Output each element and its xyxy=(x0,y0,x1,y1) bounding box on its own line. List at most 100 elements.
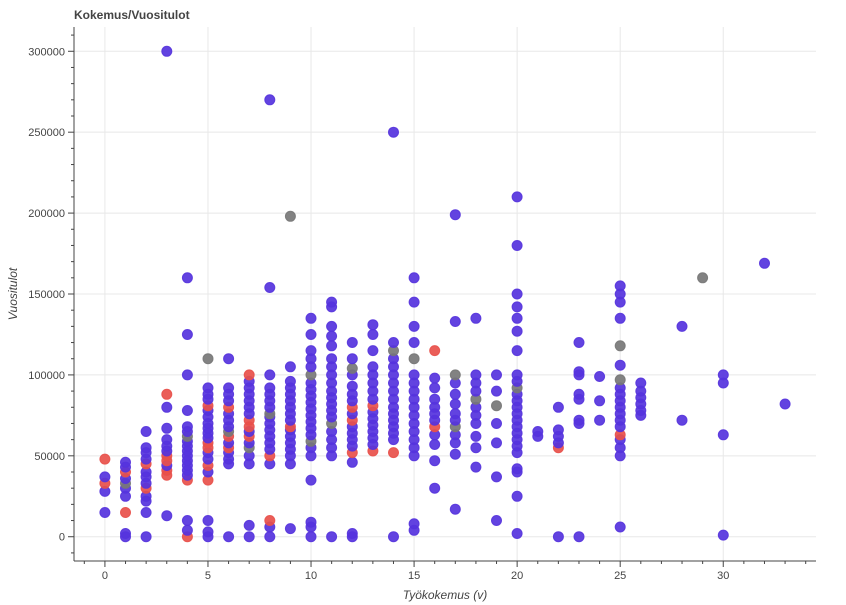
x-tick-label: 10 xyxy=(305,570,317,582)
data-point xyxy=(491,515,502,526)
data-point xyxy=(614,312,626,324)
data-point xyxy=(181,369,193,381)
data-point xyxy=(573,388,585,400)
data-point xyxy=(552,531,564,543)
data-point xyxy=(223,353,235,365)
data-point xyxy=(161,422,173,434)
data-point xyxy=(326,340,338,352)
data-point xyxy=(511,240,523,251)
data-point xyxy=(264,369,276,381)
data-point xyxy=(470,369,482,381)
data-point xyxy=(449,209,461,221)
data-point xyxy=(470,442,482,454)
data-point xyxy=(594,414,606,426)
y-axis-label: Vuositulot xyxy=(6,267,20,320)
data-point xyxy=(140,531,152,543)
data-point xyxy=(305,312,317,324)
data-point xyxy=(470,461,482,473)
data-point xyxy=(779,398,791,410)
data-points xyxy=(99,45,791,543)
axes: 0 5 10 15 20 25 30 0 50000 100000 150000 200000 2500… xyxy=(28,27,816,582)
data-point xyxy=(99,471,111,483)
data-point xyxy=(532,426,544,437)
data-point xyxy=(573,414,585,426)
data-point xyxy=(120,507,131,518)
data-point xyxy=(202,353,214,365)
data-point xyxy=(511,288,523,300)
x-axis-label: Työkokemus (v) xyxy=(403,588,487,602)
data-point xyxy=(573,337,585,348)
data-point xyxy=(491,385,502,397)
data-point xyxy=(223,382,235,394)
y-tick-label: 100000 xyxy=(28,370,65,382)
data-point xyxy=(470,312,482,324)
data-point xyxy=(367,319,379,331)
data-point xyxy=(491,471,502,483)
data-point xyxy=(614,374,626,386)
data-point xyxy=(449,408,461,420)
data-point xyxy=(697,272,709,284)
data-point xyxy=(181,272,193,284)
data-point xyxy=(717,369,729,381)
data-point xyxy=(161,510,173,522)
data-point xyxy=(408,296,420,308)
x-tick-label: 30 xyxy=(717,570,729,582)
data-point xyxy=(284,361,296,373)
data-point xyxy=(759,257,770,269)
data-point xyxy=(449,503,461,515)
data-point xyxy=(264,382,276,394)
data-point xyxy=(552,424,564,436)
data-point xyxy=(449,369,461,381)
x-tick-label: 5 xyxy=(205,570,211,582)
data-point xyxy=(511,369,523,381)
y-tick-label: 50000 xyxy=(34,451,65,463)
data-point xyxy=(284,523,296,535)
data-point xyxy=(181,421,193,433)
data-point xyxy=(264,282,276,293)
data-point xyxy=(326,296,338,308)
data-point xyxy=(202,526,214,538)
data-point xyxy=(614,359,626,371)
data-point xyxy=(491,437,502,449)
data-point xyxy=(181,515,193,526)
data-point xyxy=(264,531,276,543)
data-point xyxy=(511,301,523,313)
data-point xyxy=(511,490,523,502)
data-point xyxy=(99,507,111,518)
data-point xyxy=(346,456,358,468)
data-point xyxy=(614,340,626,352)
data-point xyxy=(202,515,214,526)
data-point xyxy=(429,482,441,494)
data-point xyxy=(305,516,317,528)
data-point xyxy=(388,531,399,543)
data-point xyxy=(408,272,420,284)
x-tick-label: 0 xyxy=(102,570,108,582)
data-point xyxy=(326,353,338,365)
data-point xyxy=(367,329,379,340)
y-tick-label: 150000 xyxy=(28,289,65,301)
chart-title: Kokemus/Vuositulot xyxy=(74,8,190,22)
data-point xyxy=(388,447,399,459)
x-tick-label: 15 xyxy=(408,570,420,582)
data-point xyxy=(614,521,626,533)
data-point xyxy=(243,531,255,543)
data-point xyxy=(326,531,338,543)
data-point xyxy=(449,316,461,327)
data-point xyxy=(408,353,420,365)
data-point xyxy=(243,519,255,531)
data-point xyxy=(408,337,420,348)
data-point xyxy=(511,325,523,337)
data-point xyxy=(449,398,461,410)
data-point xyxy=(470,430,482,442)
data-point xyxy=(491,369,502,381)
data-point xyxy=(326,330,338,342)
data-point xyxy=(305,474,317,486)
data-point xyxy=(305,531,317,543)
data-point xyxy=(161,434,173,446)
data-point xyxy=(161,45,173,57)
data-point xyxy=(511,312,523,324)
data-point xyxy=(594,395,606,407)
data-point xyxy=(388,126,399,138)
